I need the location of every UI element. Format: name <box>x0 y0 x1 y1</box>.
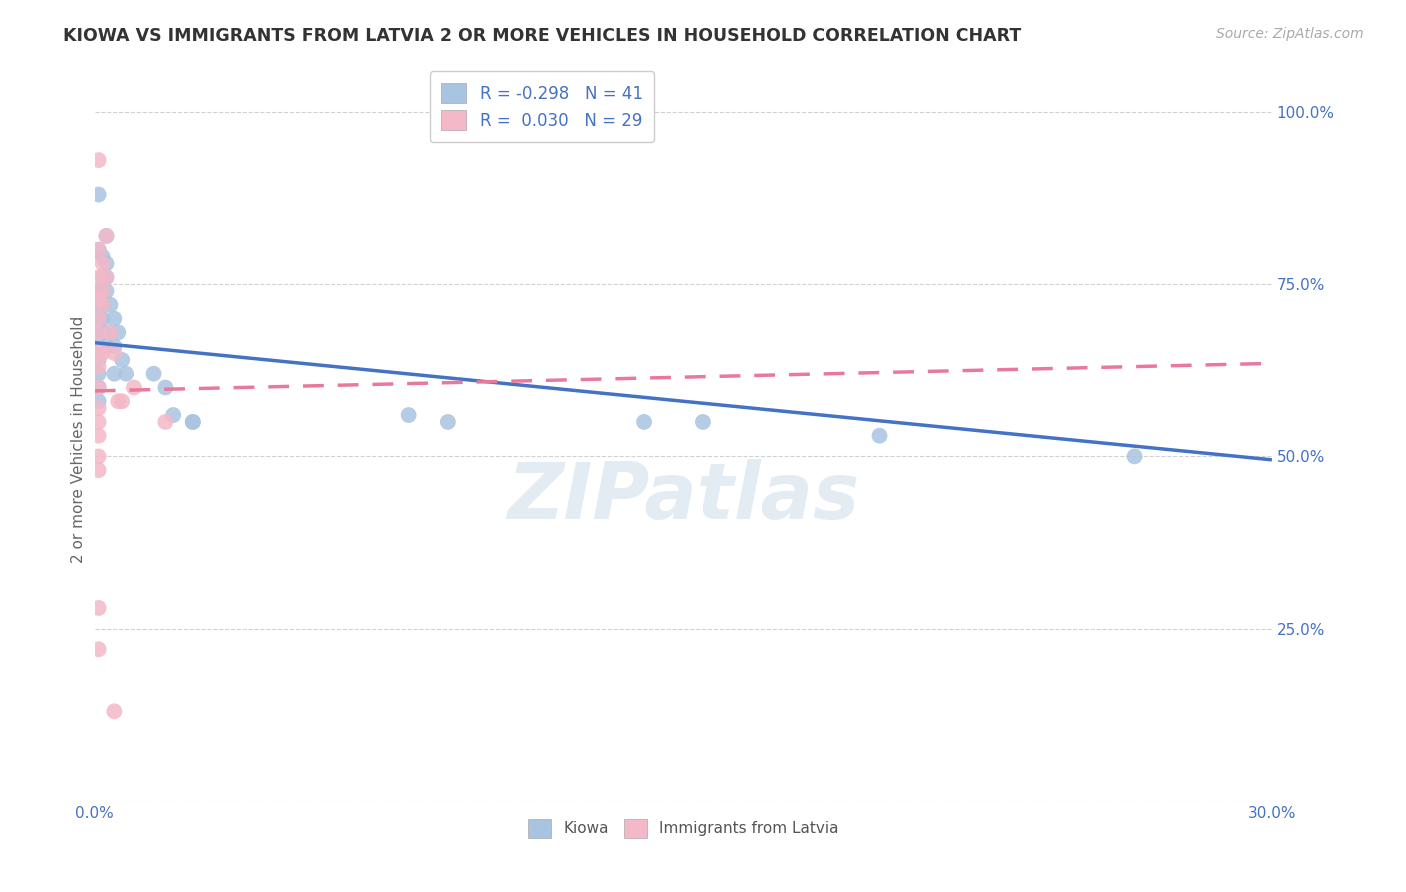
Point <box>103 311 125 326</box>
Point <box>155 380 177 394</box>
Point <box>162 408 184 422</box>
Point <box>87 326 110 340</box>
Point <box>87 291 110 305</box>
Point <box>87 601 110 615</box>
Point <box>100 326 122 340</box>
Point <box>91 326 114 340</box>
Point <box>91 250 114 264</box>
Point <box>103 346 125 360</box>
Point <box>87 311 110 326</box>
Point <box>87 243 110 257</box>
Point <box>103 367 125 381</box>
Point <box>87 353 110 368</box>
Point <box>869 428 891 442</box>
Point <box>87 401 110 416</box>
Legend: Kiowa, Immigrants from Latvia: Kiowa, Immigrants from Latvia <box>522 813 845 844</box>
Point <box>437 415 460 429</box>
Point <box>87 270 110 285</box>
Point <box>87 642 110 657</box>
Point <box>87 380 110 394</box>
Point <box>87 367 110 381</box>
Point <box>96 228 118 243</box>
Point <box>87 284 110 298</box>
Text: Source: ZipAtlas.com: Source: ZipAtlas.com <box>1216 27 1364 41</box>
Point <box>91 284 114 298</box>
Point <box>142 367 165 381</box>
Point <box>87 463 110 477</box>
Point <box>87 380 110 394</box>
Point <box>91 298 114 312</box>
Point <box>87 394 110 409</box>
Point <box>111 353 134 368</box>
Point <box>91 284 114 298</box>
Point <box>111 394 134 409</box>
Point <box>103 704 125 718</box>
Point <box>100 298 122 312</box>
Point <box>91 270 114 285</box>
Point <box>155 415 177 429</box>
Point <box>87 428 110 442</box>
Y-axis label: 2 or more Vehicles in Household: 2 or more Vehicles in Household <box>72 316 86 563</box>
Point <box>87 450 110 464</box>
Point <box>103 339 125 353</box>
Point <box>115 367 138 381</box>
Point <box>96 284 118 298</box>
Text: KIOWA VS IMMIGRANTS FROM LATVIA 2 OR MORE VEHICLES IN HOUSEHOLD CORRELATION CHAR: KIOWA VS IMMIGRANTS FROM LATVIA 2 OR MOR… <box>63 27 1022 45</box>
Point <box>633 415 655 429</box>
Point <box>122 380 145 394</box>
Point <box>91 256 114 270</box>
Point <box>87 359 110 374</box>
Point <box>91 311 114 326</box>
Point <box>107 394 129 409</box>
Point <box>87 311 110 326</box>
Point <box>87 243 110 257</box>
Point <box>96 270 118 285</box>
Point <box>87 298 110 312</box>
Point <box>181 415 204 429</box>
Point <box>96 270 118 285</box>
Point <box>107 326 129 340</box>
Point <box>87 346 110 360</box>
Point <box>91 346 114 360</box>
Point <box>398 408 420 422</box>
Point <box>1123 450 1146 464</box>
Point <box>87 153 110 168</box>
Point <box>87 415 110 429</box>
Point <box>181 415 204 429</box>
Point <box>100 326 122 340</box>
Point <box>96 256 118 270</box>
Point <box>96 228 118 243</box>
Point <box>87 326 110 340</box>
Point <box>91 298 114 312</box>
Text: ZIPatlas: ZIPatlas <box>508 459 859 535</box>
Point <box>87 339 110 353</box>
Point <box>692 415 714 429</box>
Point <box>87 187 110 202</box>
Point <box>96 339 118 353</box>
